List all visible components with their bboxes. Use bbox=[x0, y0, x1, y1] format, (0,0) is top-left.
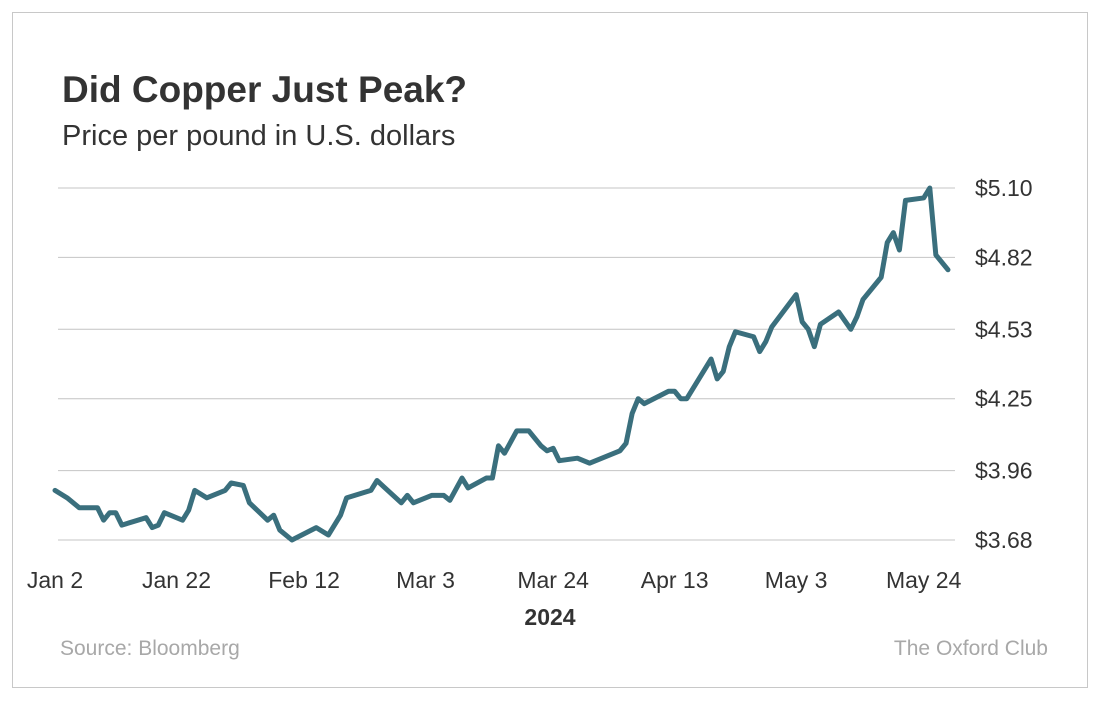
source: Source: Bloomberg bbox=[60, 637, 240, 660]
credit: The Oxford Club bbox=[894, 637, 1048, 660]
y-tick-label: $3.96 bbox=[975, 458, 1033, 484]
x-tick-label: May 24 bbox=[886, 567, 962, 593]
chart-title: Did Copper Just Peak? bbox=[62, 69, 467, 110]
price-line bbox=[52, 185, 951, 543]
x-tick-label: Jan 2 bbox=[27, 567, 83, 593]
x-tick-label: May 3 bbox=[765, 567, 828, 593]
x-axis-label: 2024 bbox=[524, 604, 575, 630]
x-tick-label: Jan 22 bbox=[142, 567, 211, 593]
y-tick-label: $5.10 bbox=[975, 175, 1033, 201]
x-tick-label: Mar 24 bbox=[517, 567, 589, 593]
x-tick-label: Mar 3 bbox=[396, 567, 455, 593]
x-tick-label: Apr 13 bbox=[641, 567, 709, 593]
y-tick-label: $4.82 bbox=[975, 244, 1033, 270]
x-tick-label: Feb 12 bbox=[268, 567, 340, 593]
frame bbox=[12, 12, 1088, 688]
y-tick-label: $4.53 bbox=[975, 316, 1033, 342]
chart-subtitle: Price per pound in U.S. dollars bbox=[62, 120, 455, 152]
y-tick-label: $3.68 bbox=[975, 527, 1033, 553]
y-tick-label: $4.25 bbox=[975, 386, 1033, 412]
